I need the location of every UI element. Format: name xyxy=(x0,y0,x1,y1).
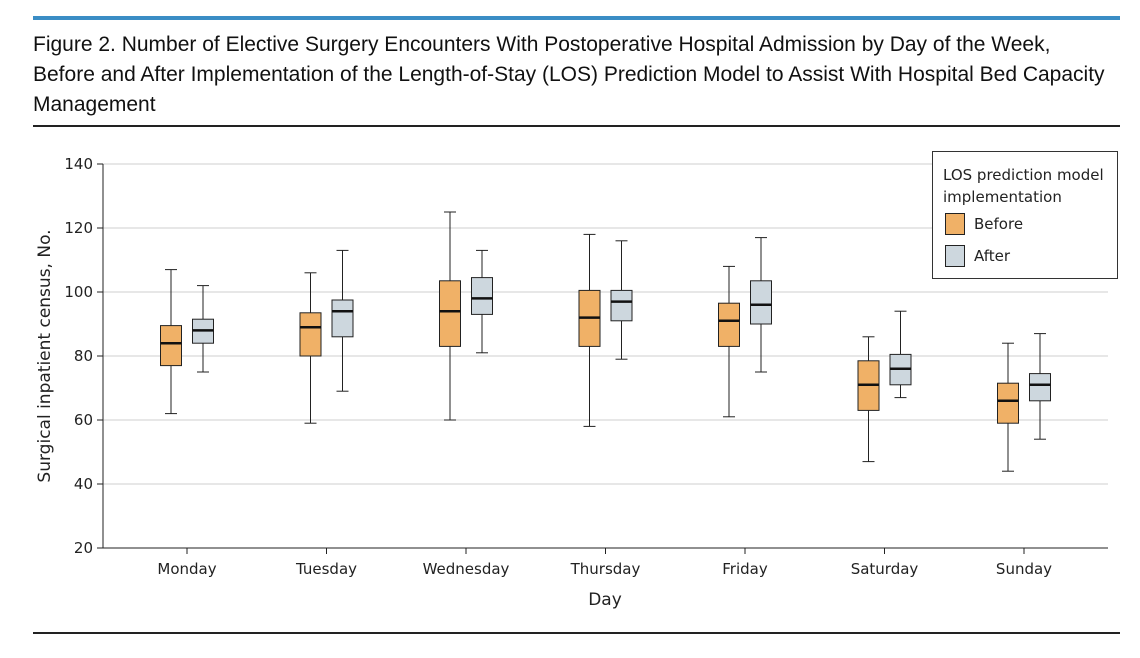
box-before-monday xyxy=(160,269,182,415)
iqr-box xyxy=(610,289,633,322)
box-after-friday xyxy=(750,237,772,373)
box-before-saturday xyxy=(857,336,880,463)
box-before-tuesday xyxy=(299,272,322,424)
iqr-box xyxy=(997,382,1019,424)
y-tick-label: 60 xyxy=(74,411,93,429)
legend-title: LOS prediction model implementation xyxy=(943,166,1104,206)
iqr-box xyxy=(160,325,182,367)
iqr-box xyxy=(471,277,493,315)
legend: LOS prediction model implementation Befo… xyxy=(932,151,1118,279)
box-after-tuesday xyxy=(331,249,354,392)
bottom-divider xyxy=(33,632,1120,634)
legend-label-after: After xyxy=(974,247,1011,265)
x-tick-label-saturday: Saturday xyxy=(851,560,919,578)
boxes xyxy=(160,211,1051,472)
top-accent-rule xyxy=(33,16,1120,20)
box-before-thursday xyxy=(578,233,601,427)
y-tick-label: 40 xyxy=(74,475,93,493)
box-after-wednesday xyxy=(471,249,493,354)
legend-swatch-before xyxy=(945,213,965,235)
figure-title: Figure 2. Number of Elective Surgery Enc… xyxy=(33,33,1105,116)
x-tick-label-wednesday: Wednesday xyxy=(423,560,510,578)
y-tick-label: 80 xyxy=(74,347,93,365)
iqr-box xyxy=(331,299,354,338)
iqr-box xyxy=(439,280,461,347)
legend-swatch-after xyxy=(945,245,965,267)
y-axis-label: Surgical inpatient census, No. xyxy=(35,229,55,482)
y-tick-label: 100 xyxy=(64,283,93,301)
x-tick-label-monday: Monday xyxy=(157,560,216,578)
y-tick-label: 120 xyxy=(64,219,93,237)
iqr-box xyxy=(750,280,772,325)
y-tick-label: 140 xyxy=(64,155,93,173)
legend-item-after: After xyxy=(945,244,1010,268)
iqr-box xyxy=(299,312,322,357)
box-after-thursday xyxy=(610,240,633,360)
legend-label-before: Before xyxy=(974,215,1024,233)
x-tick-label-sunday: Sunday xyxy=(996,560,1052,578)
box-before-wednesday xyxy=(439,211,461,421)
box-before-sunday xyxy=(997,342,1019,472)
box-after-saturday xyxy=(889,310,912,399)
box-before-friday xyxy=(718,265,740,418)
y-tick-label: 20 xyxy=(74,539,93,557)
legend-item-before: Before xyxy=(945,212,1023,236)
x-tick-label-thursday: Thursday xyxy=(570,560,641,578)
x-axis-label: Day xyxy=(588,590,622,610)
x-tick-label-tuesday: Tuesday xyxy=(295,560,357,578)
box-after-monday xyxy=(192,285,214,373)
title-divider xyxy=(33,125,1120,127)
iqr-box xyxy=(1029,373,1051,402)
x-tick-label-friday: Friday xyxy=(722,560,768,578)
axes: 20 40 60 80 100 120 140 Monday Tuesday Wednesday T… xyxy=(64,155,1108,578)
box-after-sunday xyxy=(1029,333,1051,440)
iqr-box xyxy=(718,302,740,347)
